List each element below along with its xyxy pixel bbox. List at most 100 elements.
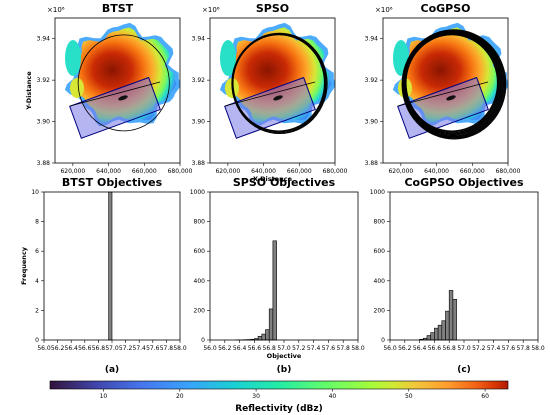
x-tick-label: 57.8 (337, 345, 351, 352)
x-tick-label: 57.2 (472, 345, 486, 352)
y-tick-label: 1000 (190, 189, 205, 196)
x-tick-label: 56.6 (78, 345, 92, 352)
colorbar-gradient (49, 380, 509, 390)
y-tick-label: 3.94 (365, 36, 379, 43)
map-panel: CoGPSO ×10⁶ 620,000 640,000 660,000 680,000 3.… (365, 2, 521, 175)
reflectivity-cell (65, 40, 81, 76)
y-tick-label: 200 (194, 307, 206, 314)
x-tick-label: 56.0 (203, 345, 217, 352)
x-tick-label: 620,000 (215, 168, 240, 175)
y-tick-label: 3.90 (37, 119, 51, 126)
x-tick-label: 57.2 (292, 345, 306, 352)
axis-line (224, 81, 316, 107)
x-tick-label: 640,000 (96, 168, 121, 175)
x-axis-label: Objective (267, 352, 302, 360)
plot-frame (389, 191, 539, 341)
map-content (64, 22, 180, 139)
histogram-bar (108, 191, 113, 341)
axis-line (397, 81, 489, 107)
histogram-bar (257, 335, 263, 341)
map-panel: BTST ×10⁶ 620,000 640,000 660,000 680,000 3.88… (25, 2, 193, 175)
fitted-ellipse (401, 29, 507, 140)
colorbar-tick-label: 50 (405, 393, 413, 400)
histogram-bar (437, 324, 443, 341)
histogram-bar (434, 327, 439, 341)
x-tick-label: 680,000 (168, 168, 193, 175)
x-tick-label: 56.4 (413, 345, 427, 352)
histogram-bar (452, 298, 457, 341)
panel-title: BTST (102, 2, 134, 15)
centroid-mark (273, 95, 283, 101)
x-tick-label: 56.4 (65, 345, 79, 352)
fitted-ellipse (77, 34, 170, 132)
y-tick-label: 3.88 (365, 160, 379, 167)
y-offset-label: ×10⁶ (47, 6, 65, 14)
histogram-bar (268, 308, 274, 341)
histogram-bar (441, 320, 446, 341)
colorbar-tick-label: 60 (481, 393, 489, 400)
x-tick-label: 56.6 (248, 345, 262, 352)
y-tick-label: 0 (201, 337, 205, 344)
x-tick-label: 660,000 (460, 168, 485, 175)
y-tick-label: 200 (374, 307, 386, 314)
centroid-mark (446, 95, 456, 101)
plot-frame (209, 191, 359, 341)
map-panel: SPSO ×10⁶ 620,000 640,000 660,000 680,000 3.88… (192, 2, 348, 183)
y-tick-label: 0 (381, 337, 385, 344)
panel-title: SPSO Objectives (233, 176, 336, 189)
y-tick-label: 600 (194, 248, 206, 255)
y-tick-label: 3.92 (192, 77, 206, 84)
x-tick-label: 57.6 (146, 345, 160, 352)
x-tick-label: 660,000 (132, 168, 157, 175)
histogram-bar (445, 310, 450, 341)
y-tick-label: 400 (374, 278, 386, 285)
x-tick-label: 680,000 (323, 168, 348, 175)
y-axis-label: Frequency (20, 246, 28, 285)
y-tick-label: 1000 (370, 189, 385, 196)
x-tick-label: 57.8 (517, 345, 531, 352)
y-tick-label: 10 (31, 189, 39, 196)
y-tick-label: 3.94 (37, 36, 51, 43)
panel-title: SPSO (256, 2, 289, 15)
panel-label: (c) (457, 365, 471, 375)
x-tick-label: 56.8 (263, 345, 277, 352)
colorbar-tick-label: 40 (329, 393, 337, 400)
y-tick-label: 3.90 (192, 119, 206, 126)
x-axis-label: X-Distance (253, 175, 293, 183)
y-tick-label: 3.90 (365, 119, 379, 126)
y-tick-label: 4 (35, 278, 39, 285)
x-tick-label: 660,000 (287, 168, 312, 175)
x-tick-label: 58.0 (173, 345, 187, 352)
x-tick-label: 57.4 (307, 345, 321, 352)
y-axis-label: Y-Distance (25, 71, 33, 111)
y-tick-label: 800 (194, 219, 206, 226)
map-content (219, 22, 335, 139)
y-tick-label: 8 (35, 219, 39, 226)
histogram-bar (448, 290, 454, 341)
panel-label: (a) (105, 365, 119, 375)
y-tick-label: 800 (374, 219, 386, 226)
x-tick-label: 56.6 (428, 345, 442, 352)
x-tick-label: 56.2 (398, 345, 412, 352)
x-tick-label: 56.2 (51, 345, 65, 352)
y-tick-label: 3.92 (365, 77, 379, 84)
x-tick-label: 620,000 (388, 168, 413, 175)
colorbar-label: Reflectivity (dBz) (235, 404, 323, 414)
x-tick-label: 57.6 (322, 345, 336, 352)
y-tick-label: 0 (35, 337, 39, 344)
colorbar-tick-label: 30 (252, 393, 260, 400)
x-tick-label: 57.0 (105, 345, 119, 352)
histogram-bar (272, 240, 277, 341)
x-tick-label: 58.0 (351, 345, 365, 352)
x-tick-label: 640,000 (424, 168, 449, 175)
x-tick-label: 56.8 (92, 345, 106, 352)
panel-title: CoGPSO (421, 2, 471, 15)
y-tick-label: 400 (194, 278, 206, 285)
y-offset-label: ×10⁶ (202, 6, 220, 14)
fitted-ellipse (231, 32, 328, 135)
x-tick-label: 620,000 (60, 168, 85, 175)
x-tick-label: 57.8 (160, 345, 174, 352)
